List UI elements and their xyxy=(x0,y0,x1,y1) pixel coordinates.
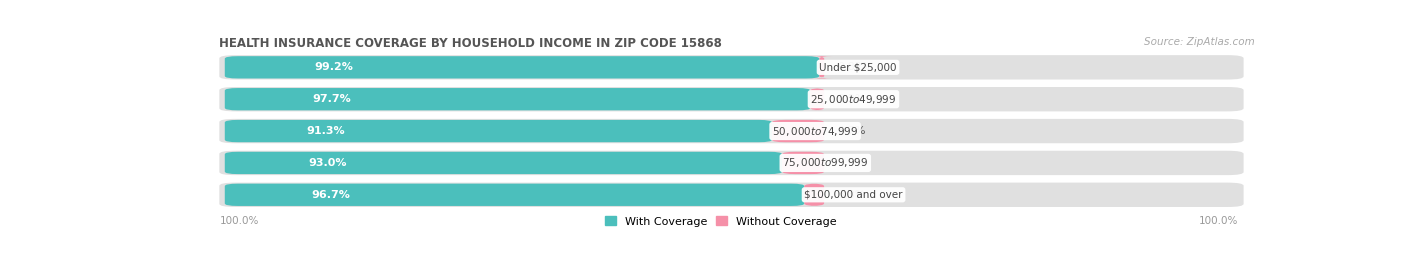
FancyBboxPatch shape xyxy=(782,152,824,174)
FancyBboxPatch shape xyxy=(225,120,772,142)
FancyBboxPatch shape xyxy=(225,88,810,110)
FancyBboxPatch shape xyxy=(772,120,824,142)
Text: 96.7%: 96.7% xyxy=(312,190,350,200)
Text: Under $25,000: Under $25,000 xyxy=(820,62,897,72)
Text: HEALTH INSURANCE COVERAGE BY HOUSEHOLD INCOME IN ZIP CODE 15868: HEALTH INSURANCE COVERAGE BY HOUSEHOLD I… xyxy=(219,37,723,50)
FancyBboxPatch shape xyxy=(219,119,1244,143)
FancyBboxPatch shape xyxy=(804,184,824,206)
FancyBboxPatch shape xyxy=(810,88,824,110)
Text: 7.0%: 7.0% xyxy=(837,158,866,168)
FancyBboxPatch shape xyxy=(225,184,804,206)
Text: 8.7%: 8.7% xyxy=(837,126,866,136)
Legend: With Coverage, Without Coverage: With Coverage, Without Coverage xyxy=(605,216,837,226)
Text: 97.7%: 97.7% xyxy=(312,94,352,104)
Text: Source: ZipAtlas.com: Source: ZipAtlas.com xyxy=(1143,37,1254,47)
FancyBboxPatch shape xyxy=(219,183,1244,207)
FancyBboxPatch shape xyxy=(811,56,832,79)
FancyBboxPatch shape xyxy=(225,152,782,174)
Text: $100,000 and over: $100,000 and over xyxy=(804,190,903,200)
FancyBboxPatch shape xyxy=(219,87,1244,111)
Text: 100.0%: 100.0% xyxy=(219,215,259,225)
Text: 0.82%: 0.82% xyxy=(838,62,873,72)
FancyBboxPatch shape xyxy=(219,55,1244,80)
Text: 91.3%: 91.3% xyxy=(307,126,346,136)
Text: 2.3%: 2.3% xyxy=(837,94,866,104)
Text: $50,000 to $74,999: $50,000 to $74,999 xyxy=(772,125,858,137)
Text: $75,000 to $99,999: $75,000 to $99,999 xyxy=(782,157,869,169)
Text: $25,000 to $49,999: $25,000 to $49,999 xyxy=(810,93,897,106)
FancyBboxPatch shape xyxy=(225,56,820,79)
FancyBboxPatch shape xyxy=(219,151,1244,175)
Text: 3.3%: 3.3% xyxy=(837,190,866,200)
Text: 93.0%: 93.0% xyxy=(308,158,347,168)
Text: 99.2%: 99.2% xyxy=(314,62,353,72)
Text: 100.0%: 100.0% xyxy=(1199,215,1239,225)
